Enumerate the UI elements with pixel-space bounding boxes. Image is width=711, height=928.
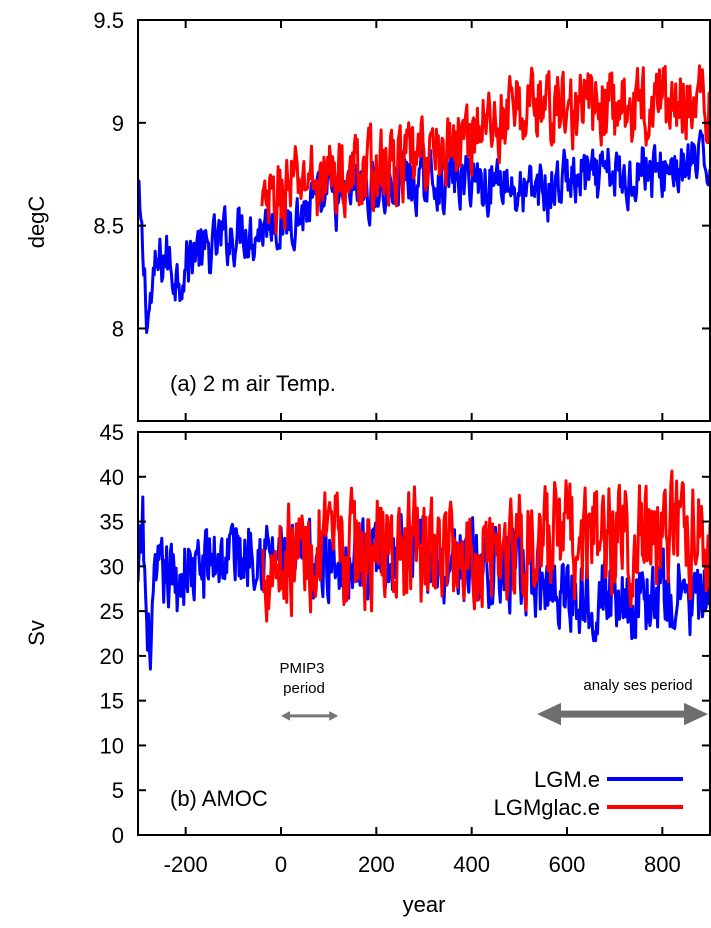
y-tick-label: 30: [100, 554, 124, 579]
panel-b-frame: [137, 431, 711, 836]
x-tick-label: 0: [275, 852, 287, 877]
y-tick-label: 45: [100, 420, 124, 445]
panel-b-ylabel: Sv: [24, 620, 49, 646]
legend-label-lgmglac-e: LGMglac.e: [494, 795, 600, 820]
y-tick-label: 15: [100, 689, 124, 714]
series-line-lgmglac-e: [260, 469, 710, 623]
pmip3-label-period: period: [283, 680, 325, 697]
double-arrow-shape: [281, 711, 339, 721]
panel-a-frame: [137, 19, 711, 422]
y-tick-label: 8.5: [93, 214, 124, 239]
panel-b-y-ticks: 0 5 10 15 20 25 30 35 40 45: [100, 420, 710, 848]
double-arrow-shape: [537, 702, 708, 726]
panel-b-x-ticks: -200 0 200 400 600 800: [164, 432, 681, 877]
panel-a-series: [138, 64, 710, 334]
y-tick-label: 9.5: [93, 8, 124, 33]
series-line-lgm-e: [138, 129, 710, 334]
y-tick-label: 35: [100, 510, 124, 535]
legend-label-lgm-e: LGM.e: [534, 767, 600, 792]
x-tick-label: 800: [644, 852, 681, 877]
y-tick-label: 8: [112, 316, 124, 341]
panel-a-temperature: 8 8.5 9 9.5 degC (a) 2 m air Temp.: [24, 8, 711, 422]
panel-b-label: (b) AMOC: [170, 786, 268, 811]
panel-b-series: [138, 469, 710, 671]
y-tick-label: 10: [100, 733, 124, 758]
x-axis-title: year: [403, 892, 446, 917]
analyses-annotation: analy ses period: [537, 677, 708, 726]
pmip3-double-arrow: [281, 711, 339, 721]
pmip3-label: PMIP3: [279, 660, 324, 677]
panel-a-y-ticks: 8 8.5 9 9.5: [93, 8, 710, 421]
y-tick-label: 40: [100, 465, 124, 490]
analyses-double-arrow: [537, 702, 708, 726]
analyses-label: analy ses period: [583, 677, 692, 694]
y-tick-label: 0: [112, 823, 124, 848]
x-tick-label: 600: [549, 852, 586, 877]
y-tick-label: 25: [100, 599, 124, 624]
pmip3-annotation: PMIP3 period: [279, 660, 339, 721]
y-tick-label: 20: [100, 644, 124, 669]
legend: LGM.e LGMglac.e: [494, 767, 683, 820]
series-line-lgmglac-e: [260, 64, 710, 235]
y-tick-label: 5: [112, 778, 124, 803]
y-tick-label: 9: [112, 111, 124, 136]
x-tick-label: 400: [453, 852, 490, 877]
x-tick-label: 200: [358, 852, 395, 877]
panel-a-label: (a) 2 m air Temp.: [170, 371, 336, 396]
panel-a-ylabel: degC: [24, 196, 49, 249]
x-tick-label: -200: [164, 852, 208, 877]
